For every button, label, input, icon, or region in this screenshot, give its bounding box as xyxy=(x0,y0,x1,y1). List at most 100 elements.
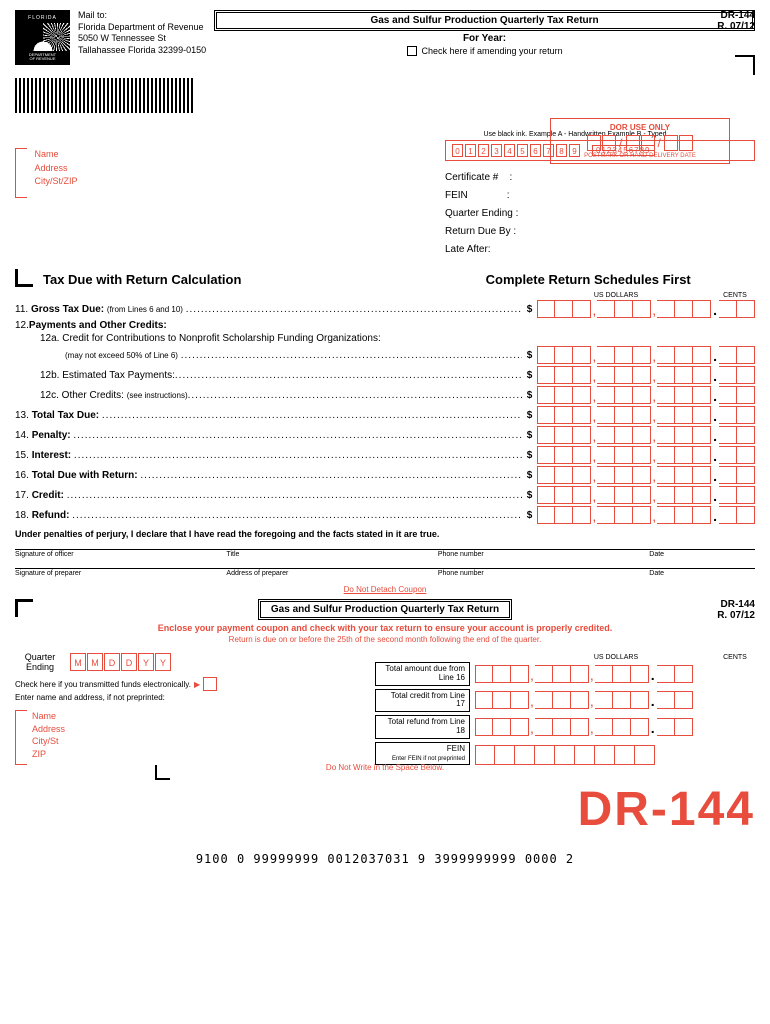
logo-florida-text: FLORIDA xyxy=(28,15,57,21)
sig-date[interactable]: Date xyxy=(649,551,755,558)
big-form-number: DR-144 xyxy=(15,782,755,837)
line-13: 13. Total Tax Due: $,,. xyxy=(15,406,755,424)
sig-title[interactable]: Title xyxy=(226,551,437,558)
coupon-title: Gas and Sulfur Production Quarterly Tax … xyxy=(258,599,512,620)
line-11-amount[interactable]: ,,. xyxy=(537,300,755,318)
line-12: 12. Payments and Other Credits: xyxy=(15,320,755,331)
sig-preparer[interactable]: Signature of preparer xyxy=(15,570,226,577)
dor-date-cells[interactable]: // xyxy=(555,135,725,151)
dept-name: Florida Department of Revenue xyxy=(78,22,206,34)
total-refund-label: Total refund from Line 18 xyxy=(375,715,470,739)
form-number: DR-144 xyxy=(717,10,755,21)
street-address: 5050 W Tennessee St xyxy=(78,33,206,45)
quarter-date-input[interactable]: MMDDYY xyxy=(70,653,171,671)
schedules-title: Complete Return Schedules First xyxy=(421,272,755,287)
form-id-block: DR-144 R. 07/12 xyxy=(717,10,755,32)
late-after-label: Late After: xyxy=(445,241,755,259)
line-12c-amount[interactable]: ,,. xyxy=(537,386,755,404)
line-12a: (may not exceed 50% of Line 6) $,,. xyxy=(15,346,755,364)
corner-mark-bl-coupon xyxy=(155,765,170,780)
signature-row-2: Signature of preparer Address of prepare… xyxy=(15,568,755,577)
payment-coupon: Gas and Sulfur Production Quarterly Tax … xyxy=(15,599,755,866)
amend-label: Check here if amending your return xyxy=(422,46,563,56)
amend-checkbox[interactable] xyxy=(407,46,417,56)
corner-mark-tl-coupon xyxy=(15,599,33,617)
dor-title: DOR USE ONLY xyxy=(555,123,725,132)
line-12b-amount[interactable]: ,,. xyxy=(537,366,755,384)
bracket-icon-2 xyxy=(15,710,27,765)
line-14: 14. Penalty: $,,. xyxy=(15,426,755,444)
line-12b: 12b. Estimated Tax Payments:$,,. xyxy=(15,366,755,384)
tax-due-title: Tax Due with Return Calculation xyxy=(43,272,241,287)
sig-officer[interactable]: Signature of officer xyxy=(15,551,226,558)
dor-postmark-label: POSTMARK OR HAND-DELIVERY DATE xyxy=(555,153,725,159)
line-12c: 12c. Other Credits: (see instructions)$,… xyxy=(15,386,755,404)
line-18-amount[interactable]: ,,. xyxy=(537,506,755,524)
electronic-checkbox[interactable] xyxy=(203,677,217,691)
line-15-amount[interactable]: ,,. xyxy=(537,446,755,464)
florida-logo: FLORIDA DEPARTMENTOF REVENUE xyxy=(15,10,70,65)
sig-prep-addr[interactable]: Address of preparer xyxy=(226,570,437,577)
mail-to-label: Mail to: xyxy=(78,10,206,22)
preprint-note: Enter name and address, if not preprinte… xyxy=(15,693,335,702)
line-12a-amount[interactable]: ,,. xyxy=(537,346,755,364)
city-state-zip: Tallahassee Florida 32399-0150 xyxy=(78,45,206,57)
fein-label-coupon: FEINEnter FEIN if not preprinted xyxy=(375,742,470,766)
logo-sun-icon xyxy=(29,23,57,51)
corner-mark-bl xyxy=(15,269,33,287)
line-14-amount[interactable]: ,,. xyxy=(537,426,755,444)
calculation-section: Tax Due with Return Calculation Complete… xyxy=(15,269,755,524)
line-18: 18. Refund: $,,. xyxy=(15,506,755,524)
total-due-amount[interactable]: ,,. xyxy=(475,665,693,683)
line-16-amount[interactable]: ,,. xyxy=(537,466,755,484)
line-17: 17. Credit: $,,. xyxy=(15,486,755,504)
form-header: FLORIDA DEPARTMENTOF REVENUE Mail to: Fl… xyxy=(15,10,755,65)
line-12a-text: 12a. Credit for Contributions to Nonprof… xyxy=(15,333,755,344)
line-11: 11. Gross Tax Due: (from Lines 6 and 10)… xyxy=(15,300,755,318)
certificate-info-block: Certificate # : FEIN : Quarter Ending : … xyxy=(445,169,755,259)
address-label: Address xyxy=(35,162,78,176)
city-label: City/St/ZIP xyxy=(35,175,78,189)
coupon-amounts: US DOLLARSCENTS Total amount due from Li… xyxy=(375,654,755,768)
name-label: Name xyxy=(35,148,78,162)
mail-address-block: Mail to: Florida Department of Revenue 5… xyxy=(78,10,206,65)
ocr-scanline: 9100 0 99999999 0012037031 9 3999999999 … xyxy=(15,852,755,866)
coupon-name-block: Name Address City/St ZIP xyxy=(15,710,335,765)
signature-row-1: Signature of officer Title Phone number … xyxy=(15,549,755,558)
total-due-label: Total amount due from Line 16 xyxy=(375,662,470,686)
line-17-amount[interactable]: ,,. xyxy=(537,486,755,504)
total-credit-amount[interactable]: ,,. xyxy=(475,691,693,709)
line-13-amount[interactable]: ,,. xyxy=(537,406,755,424)
return-due-label: Return Due By : xyxy=(445,223,755,241)
arrow-icon: ▶ xyxy=(194,680,200,689)
quarter-ending-label: Quarter Ending : xyxy=(445,205,755,223)
form-revision: R. 07/12 xyxy=(717,21,755,32)
sig-date2[interactable]: Date xyxy=(649,570,755,577)
coupon-note-1: Enclose your payment coupon and check wi… xyxy=(15,623,755,633)
fein-label: FEIN xyxy=(445,190,468,201)
title-block: Gas and Sulfur Production Quarterly Tax … xyxy=(214,10,755,65)
barcode xyxy=(15,78,195,113)
quarter-ending-row: Quarter Ending MMDDYY xyxy=(15,652,335,672)
bracket-icon xyxy=(15,148,27,198)
detach-notice: Do Not Detach Coupon xyxy=(15,585,755,594)
sig-phone[interactable]: Phone number xyxy=(438,551,649,558)
total-credit-label: Total credit from Line 17 xyxy=(375,689,470,713)
coupon-form-id: DR-144 R. 07/12 xyxy=(717,599,755,621)
form-title: Gas and Sulfur Production Quarterly Tax … xyxy=(214,10,755,31)
perjury-statement: Under penalties of perjury, I declare th… xyxy=(15,529,755,539)
cert-label: Certificate # xyxy=(445,172,498,183)
electronic-funds-row: Check here if you transmitted funds elec… xyxy=(15,677,335,691)
line-15: 15. Interest: $,,. xyxy=(15,446,755,464)
coupon-note-2: Return is due on or before the 25th of t… xyxy=(15,635,755,644)
name-address-labels: Name Address City/St/ZIP xyxy=(15,148,78,198)
logo-dept-text: DEPARTMENTOF REVENUE xyxy=(29,53,56,61)
amend-row: Check here if amending your return xyxy=(214,46,755,56)
us-dollars-header: US DOLLARS xyxy=(517,292,715,299)
no-write-notice: Do Not Write in the Space Below. xyxy=(15,763,755,772)
total-refund-amount[interactable]: ,,. xyxy=(475,718,693,736)
cents-header: CENTS xyxy=(715,292,755,299)
for-year-label: For Year: xyxy=(214,33,755,44)
line-16: 16. Total Due with Return: $,,. xyxy=(15,466,755,484)
sig-phone2[interactable]: Phone number xyxy=(438,570,649,577)
